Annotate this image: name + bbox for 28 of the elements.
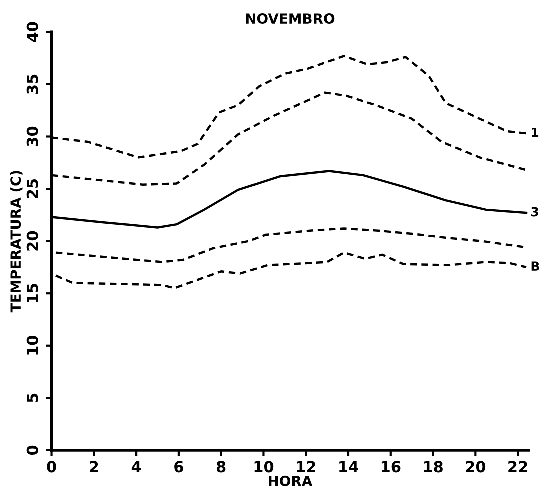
x-tick-label: 22 bbox=[508, 461, 528, 472]
x-tick-label: 18 bbox=[424, 461, 443, 473]
series-label: 1 bbox=[532, 128, 539, 138]
y-tick-label: 25 bbox=[26, 179, 38, 198]
y-tick-label: 40 bbox=[26, 22, 38, 42]
y-tick-label: 0 bbox=[26, 446, 38, 456]
x-tick-label: 12 bbox=[297, 461, 316, 472]
y-tick-label: 5 bbox=[27, 394, 38, 402]
y-tick-label: 30 bbox=[26, 126, 38, 146]
x-tick-label: 8 bbox=[216, 461, 226, 473]
x-tick-label: 2 bbox=[90, 461, 98, 472]
series-label: B bbox=[532, 262, 540, 271]
chart-title: NOVEMBRO bbox=[246, 14, 335, 24]
x-tick-label: 4 bbox=[132, 461, 142, 472]
y-tick-label: 35 bbox=[26, 74, 38, 94]
x-tick-label: 10 bbox=[254, 461, 274, 473]
x-tick-label: 0 bbox=[47, 461, 56, 473]
series-label: 3 bbox=[532, 207, 538, 217]
y-axis-title: TEMPERATURA (C) bbox=[10, 171, 23, 313]
y-tick-label: 20 bbox=[26, 231, 38, 251]
line-series bbox=[54, 252, 528, 290]
x-tick-label: 6 bbox=[174, 461, 184, 473]
y-tick-label: 15 bbox=[27, 284, 38, 303]
x-tick-label: 16 bbox=[382, 461, 401, 473]
x-tick-label: 20 bbox=[466, 461, 486, 473]
x-axis-title: HORA bbox=[269, 476, 313, 486]
x-tick-label: 14 bbox=[340, 461, 358, 472]
y-tick-label: 10 bbox=[26, 336, 38, 355]
